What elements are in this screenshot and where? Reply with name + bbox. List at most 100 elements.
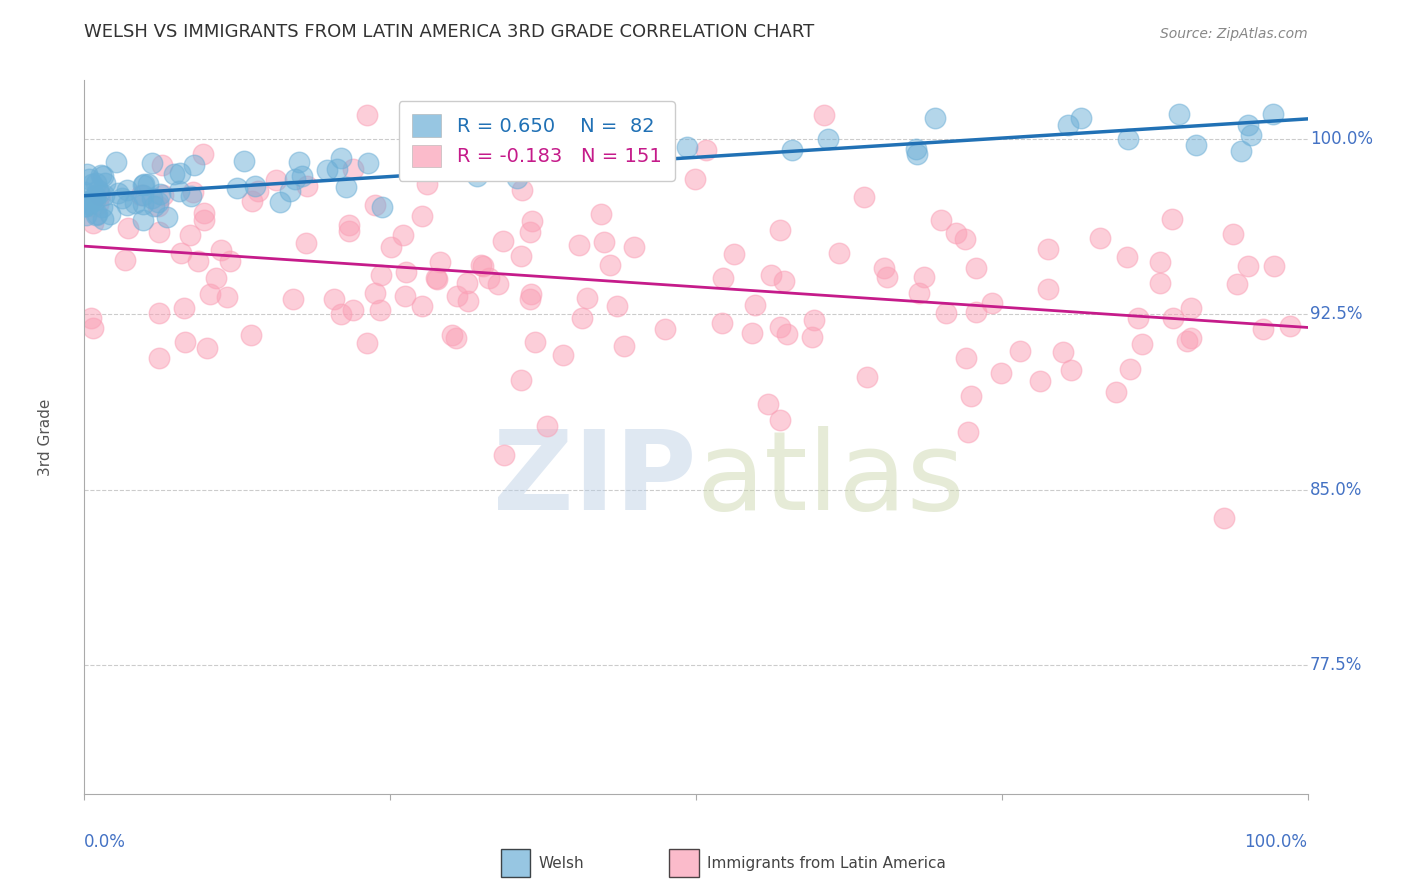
Point: [93, 188, 115, 202]
Point: [425, 271, 447, 285]
Point: [876, 270, 898, 285]
Point: [86, 207, 108, 221]
Point: [204, 271, 226, 285]
Point: [1052, 344, 1074, 359]
Point: [215, 290, 238, 304]
Point: [801, 330, 824, 344]
Point: [683, 172, 706, 186]
Point: [169, 166, 191, 180]
Legend: R = 0.650    N =  82, R = -0.183   N = 151: R = 0.650 N = 82, R = -0.183 N = 151: [399, 101, 675, 180]
Point: [84, 208, 107, 222]
Point: [457, 293, 479, 308]
Point: [1237, 260, 1260, 274]
Point: [131, 188, 153, 202]
Point: [132, 213, 155, 227]
Point: [1149, 277, 1171, 291]
Point: [91, 169, 114, 183]
Point: [1161, 311, 1184, 326]
Point: [193, 205, 215, 219]
FancyBboxPatch shape: [669, 849, 699, 877]
Text: WELSH VS IMMIGRANTS FROM LATIN AMERICA 3RD GRADE CORRELATION CHART: WELSH VS IMMIGRANTS FROM LATIN AMERICA 3…: [84, 23, 814, 41]
Point: [150, 158, 173, 172]
Point: [243, 178, 266, 193]
FancyBboxPatch shape: [501, 849, 530, 877]
Point: [710, 317, 733, 331]
Point: [86, 176, 108, 190]
Text: 77.5%: 77.5%: [1310, 657, 1362, 674]
Point: [87, 186, 110, 201]
Point: [195, 341, 218, 355]
Point: [520, 214, 543, 228]
Point: [146, 194, 169, 209]
Text: 85.0%: 85.0%: [1310, 481, 1362, 499]
Point: [478, 271, 501, 285]
Point: [82, 216, 104, 230]
Point: [1185, 137, 1208, 152]
Point: [873, 261, 896, 276]
Point: [77, 194, 100, 209]
Point: [1226, 277, 1249, 292]
Point: [773, 274, 796, 288]
Point: [935, 306, 957, 320]
Point: [380, 240, 402, 254]
Point: [1240, 128, 1263, 142]
Point: [278, 184, 301, 198]
Point: [82, 321, 104, 335]
Point: [553, 348, 575, 362]
Point: [589, 207, 612, 221]
Point: [981, 295, 1004, 310]
Point: [179, 227, 201, 242]
Point: [132, 197, 155, 211]
Point: [1149, 254, 1171, 268]
Point: [768, 319, 790, 334]
Point: [337, 224, 360, 238]
Point: [169, 245, 191, 260]
Point: [330, 151, 353, 165]
Point: [77, 172, 100, 186]
Point: [904, 142, 927, 156]
Point: [98, 207, 121, 221]
Point: [149, 187, 172, 202]
Point: [117, 197, 139, 211]
Point: [411, 299, 433, 313]
Point: [269, 195, 291, 210]
Point: [163, 167, 186, 181]
Point: [929, 213, 952, 227]
Point: [264, 173, 287, 187]
Point: [695, 143, 717, 157]
Point: [1088, 231, 1111, 245]
Point: [575, 291, 598, 305]
Point: [141, 156, 163, 170]
Point: [758, 397, 780, 411]
Point: [239, 327, 262, 342]
Point: [1263, 107, 1285, 121]
Point: [519, 225, 541, 239]
Point: [82, 177, 104, 191]
Point: [769, 223, 792, 237]
Point: [1222, 227, 1244, 241]
Point: [183, 185, 205, 199]
Point: [568, 237, 591, 252]
Point: [82, 199, 104, 213]
Point: [1130, 336, 1153, 351]
Text: Immigrants from Latin America: Immigrants from Latin America: [707, 855, 946, 871]
Point: [1229, 144, 1251, 158]
Point: [1029, 374, 1052, 388]
Point: [536, 419, 558, 434]
Point: [91, 200, 114, 214]
Point: [75, 209, 97, 223]
Point: [1116, 131, 1139, 145]
Point: [330, 307, 353, 321]
Point: [425, 272, 447, 286]
Point: [219, 254, 242, 268]
Point: [364, 198, 387, 212]
Point: [1263, 259, 1285, 273]
Point: [75, 197, 97, 211]
Point: [813, 108, 835, 122]
Point: [371, 200, 394, 214]
Point: [84, 193, 107, 207]
Point: [370, 268, 392, 282]
Point: [167, 184, 190, 198]
Point: [675, 140, 697, 154]
Point: [654, 322, 676, 336]
